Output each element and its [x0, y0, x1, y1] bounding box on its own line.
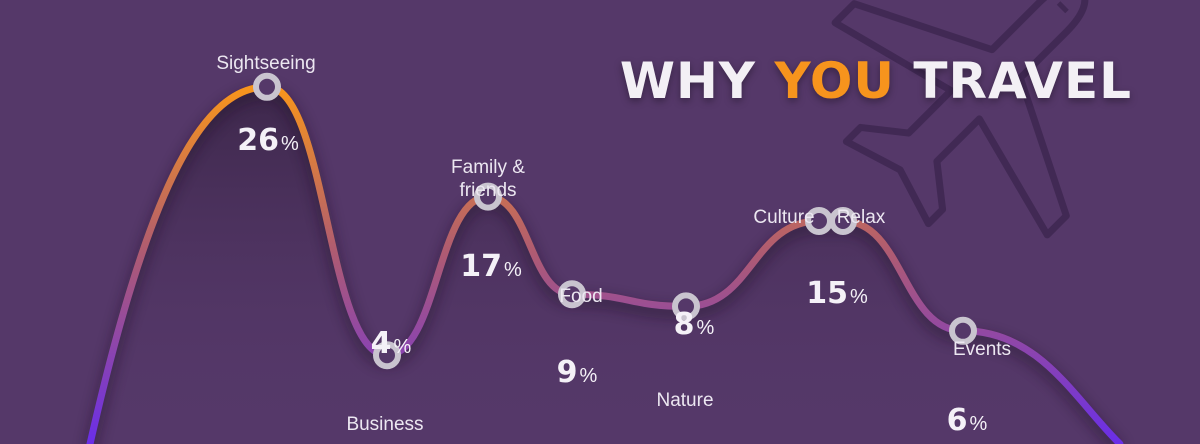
data-labels: Sightseeing Business Family & friends Food Na…: [216, 53, 1011, 438]
value-label-5: 8%: [674, 307, 715, 342]
category-label-8: Events: [953, 339, 1011, 360]
data-markers: [253, 72, 977, 370]
data-point-7: [829, 207, 857, 235]
category-label-3: Family & friends: [451, 157, 525, 201]
value-label-3: 17%: [460, 249, 522, 284]
title-part-1: WHY: [619, 52, 775, 110]
value-label-4: 9%: [557, 355, 598, 390]
data-point-2: [373, 341, 401, 370]
data-point-4: [558, 280, 586, 309]
airplane-icon: [831, 0, 1089, 239]
value-label-2: 4%: [371, 326, 412, 361]
data-point-1: [253, 72, 281, 101]
category-label-6: Culture: [753, 207, 814, 228]
title-part-3: TRAVEL: [894, 52, 1132, 110]
data-point-5: [672, 292, 700, 321]
category-label-5: Nature: [656, 390, 713, 411]
category-label-7: Relax: [837, 207, 886, 228]
category-label-4: Food: [559, 286, 602, 307]
value-label-6: 15%: [806, 276, 868, 311]
title-accent: YOU: [774, 52, 895, 110]
value-label-7: 6%: [947, 403, 988, 438]
category-label-1: Sightseeing: [216, 53, 315, 74]
data-point-8: [949, 316, 977, 345]
value-label-1: 26%: [237, 123, 299, 158]
area-fill: [90, 86, 1120, 444]
page-title: WHY YOU TRAVEL: [620, 52, 1132, 110]
data-point-3: [474, 182, 502, 211]
category-label-2: Business: [346, 414, 423, 435]
